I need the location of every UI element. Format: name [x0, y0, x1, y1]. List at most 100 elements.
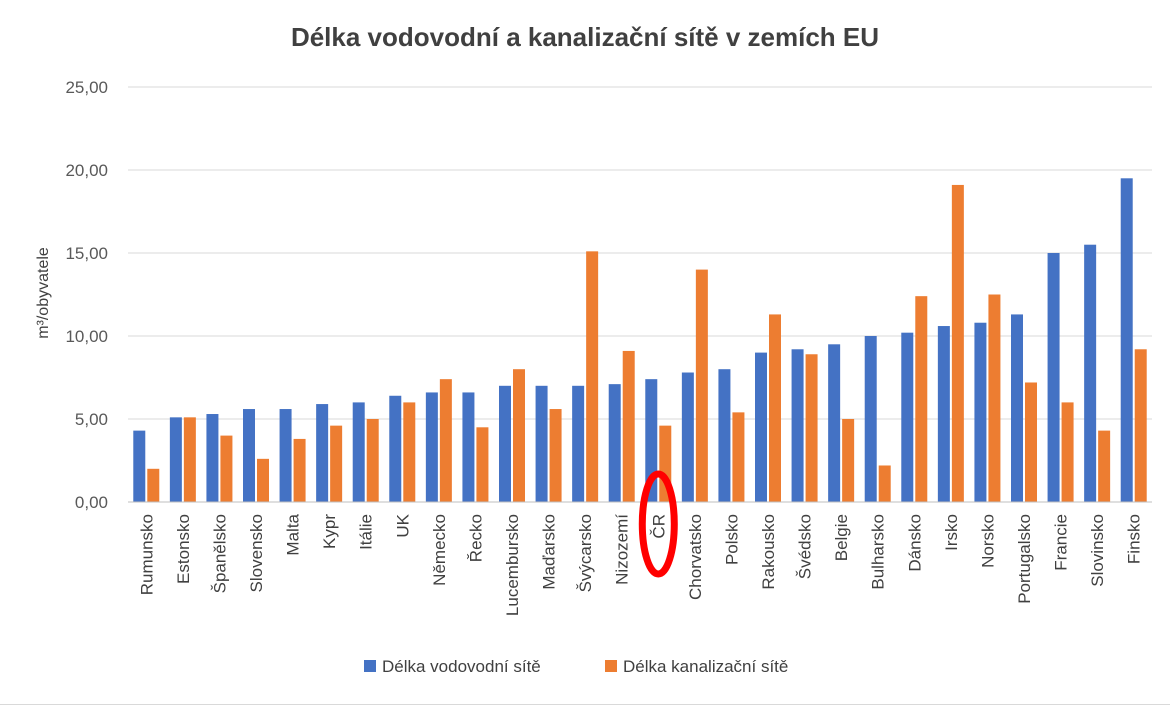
- x-category-label: Lucembursko: [503, 514, 522, 616]
- bar-sewer: [1134, 349, 1147, 502]
- bar-sewer: [439, 379, 452, 502]
- bar-water: [1011, 314, 1023, 502]
- bar-sewer: [878, 465, 891, 502]
- bar-sewer: [951, 184, 964, 502]
- bars: [133, 178, 1147, 503]
- x-category-label: UK: [393, 513, 412, 537]
- bar-sewer: [1025, 382, 1037, 502]
- x-category-label: Německo: [430, 514, 449, 586]
- y-axis-label: m³/obyvatele: [35, 247, 52, 339]
- bar-sewer: [842, 419, 855, 502]
- x-category-label: Malta: [284, 513, 303, 555]
- bar-water: [681, 372, 694, 502]
- x-category-label: Rakousko: [759, 514, 778, 590]
- x-category-label: ČR: [649, 514, 668, 539]
- x-category-label: Slovensko: [247, 514, 266, 592]
- x-category-label: Itálie: [357, 514, 376, 550]
- y-tick-label: 0,00: [75, 493, 108, 512]
- x-category-label: Rumunsko: [137, 514, 156, 595]
- bar-water: [243, 409, 255, 502]
- bar-water: [462, 392, 475, 502]
- y-axis-ticks: 0,00 5,00 10,00 15,00 20,00 25,00: [65, 78, 108, 512]
- x-category-label: Irsko: [942, 514, 961, 551]
- bar-water: [864, 336, 877, 502]
- x-category-label: Řecko: [466, 514, 485, 562]
- bar-sewer: [293, 438, 306, 502]
- x-category-label: Estonsko: [174, 514, 193, 584]
- bar-sewer: [586, 251, 599, 502]
- bar-water: [1120, 178, 1133, 503]
- bar-sewer: [257, 458, 269, 502]
- x-category-label: Španělsko: [210, 514, 229, 593]
- legend-label: Délka vodovodní sítě: [382, 657, 541, 676]
- bar-sewer: [183, 417, 196, 502]
- x-category-label: Norsko: [978, 514, 997, 568]
- bar-water: [828, 344, 841, 502]
- bar-water: [133, 430, 146, 502]
- bar-water: [901, 332, 914, 502]
- bar-water: [425, 392, 438, 502]
- y-tick-label: 15,00: [65, 244, 108, 263]
- x-category-label: Kypr: [320, 514, 339, 549]
- bar-water: [169, 417, 182, 502]
- bar-water: [1084, 244, 1097, 502]
- bar-sewer: [549, 409, 562, 502]
- x-category-label: Chorvatsko: [686, 514, 705, 600]
- bar-water: [791, 349, 804, 502]
- bar-sewer: [366, 419, 379, 502]
- bar-sewer: [330, 425, 343, 502]
- legend-label: Délka kanalizační sítě: [623, 657, 788, 676]
- bar-water: [535, 385, 548, 502]
- legend-swatch: [364, 660, 376, 672]
- bar-water: [499, 385, 511, 502]
- bar-sewer: [988, 294, 1001, 502]
- bar-sewer: [513, 369, 525, 502]
- x-category-label: Maďarsko: [540, 514, 559, 590]
- x-category-label: Švýcarsko: [576, 514, 595, 592]
- bar-sewer: [220, 435, 233, 502]
- bar-water: [1047, 253, 1060, 502]
- bar-sewer: [476, 427, 489, 502]
- bar-water: [718, 369, 731, 502]
- bar-sewer: [915, 296, 928, 502]
- bar-sewer: [769, 314, 781, 502]
- bar-water: [608, 384, 621, 502]
- bar-sewer: [147, 468, 160, 502]
- bar-sewer: [1061, 402, 1074, 502]
- x-axis-categories: Rumunsko Estonsko Španělsko Slovensko Malta K…: [137, 513, 1143, 616]
- y-tick-label: 20,00: [65, 161, 108, 180]
- bar-sewer: [403, 402, 416, 502]
- x-category-label: Bulharsko: [869, 514, 888, 590]
- x-category-label: Slovinsko: [1088, 514, 1107, 587]
- bar-water: [572, 385, 585, 502]
- x-category-label: Nizozemí: [613, 514, 632, 585]
- highlight-ellipse: [638, 470, 678, 578]
- x-category-label: Švédsko: [796, 514, 815, 579]
- legend: Délka vodovodní sítě Délka kanalizační sí…: [364, 657, 788, 676]
- bar-water: [974, 322, 987, 502]
- y-tick-label: 10,00: [65, 327, 108, 346]
- bar-water: [352, 402, 365, 502]
- bar-water: [645, 379, 658, 502]
- bar-sewer: [622, 350, 635, 502]
- bar-water: [937, 326, 950, 502]
- bar-water: [279, 409, 292, 502]
- x-category-label: Francie: [1052, 514, 1071, 571]
- bottom-divider: [0, 704, 1170, 705]
- x-category-label: Belgie: [832, 514, 851, 561]
- bar-water: [316, 404, 329, 502]
- y-tick-label: 25,00: [65, 78, 108, 97]
- chart-title: Délka vodovodní a kanalizační sítě v zem…: [291, 22, 879, 52]
- x-category-label: Dánsko: [905, 514, 924, 572]
- x-category-label: Finsko: [1125, 514, 1144, 564]
- x-category-label: Portugalsko: [1015, 514, 1034, 604]
- bar-sewer: [805, 354, 818, 502]
- y-tick-label: 5,00: [75, 410, 108, 429]
- bar-water: [206, 414, 219, 502]
- legend-swatch: [605, 660, 617, 672]
- bar-water: [389, 395, 402, 502]
- highlight-circle: [638, 470, 678, 578]
- x-category-label: Polsko: [722, 514, 741, 565]
- bar-sewer: [732, 412, 745, 502]
